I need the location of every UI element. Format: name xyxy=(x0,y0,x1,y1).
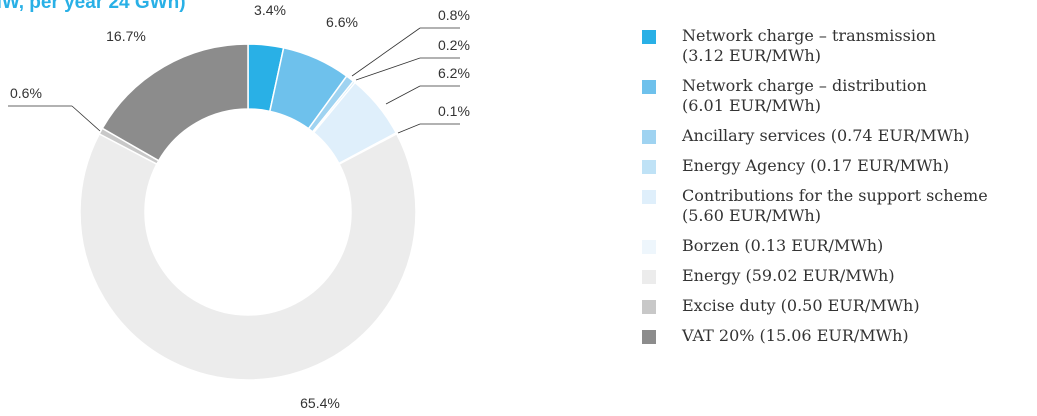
value-label: 3.4% xyxy=(254,2,286,18)
donut-segment xyxy=(79,132,417,381)
chart: MW, per year 24 GWh) 3.4% 6.6% 0.8% 0.2% 6.2… xyxy=(0,0,470,411)
legend-swatch xyxy=(642,330,656,344)
legend-swatch xyxy=(642,160,656,174)
legend-label: Borzen (0.13 EUR/MWh) xyxy=(682,236,884,255)
leader-line xyxy=(385,85,421,105)
leader-line xyxy=(351,27,421,77)
leader-line xyxy=(355,57,421,81)
value-label: 6.6% xyxy=(326,14,358,30)
chart-title: MW, per year 24 GWh) xyxy=(0,0,186,13)
value-label: 65.4% xyxy=(300,395,340,411)
legend-swatch xyxy=(642,300,656,314)
legend-label: Energy (59.02 EUR/MWh) xyxy=(682,266,895,285)
donut-segment xyxy=(101,43,249,162)
legend-item: VAT 20% (15.06 EUR/MWh) xyxy=(642,326,1037,346)
legend-item: Ancillary services (0.74 EUR/MWh) xyxy=(642,126,1037,146)
legend-item: Borzen (0.13 EUR/MWh) xyxy=(642,236,1037,256)
legend-swatch xyxy=(642,30,656,44)
legend-label: Network charge – distribution (6.01 EUR/… xyxy=(682,76,927,115)
legend-item: Network charge – transmission (3.12 EUR/… xyxy=(642,26,1037,66)
legend-label: Excise duty (0.50 EUR/MWh) xyxy=(682,296,920,315)
value-label: 6.2% xyxy=(438,65,470,81)
legend-label: VAT 20% (15.06 EUR/MWh) xyxy=(682,326,909,345)
legend-swatch xyxy=(642,80,656,94)
legend-swatch xyxy=(642,270,656,284)
legend-swatch xyxy=(642,240,656,254)
leader-line xyxy=(397,123,421,134)
value-label: 0.8% xyxy=(438,7,470,23)
legend-item: Energy (59.02 EUR/MWh) xyxy=(642,266,1037,286)
legend-item: Excise duty (0.50 EUR/MWh) xyxy=(642,296,1037,316)
legend-swatch xyxy=(642,130,656,144)
leader-line xyxy=(71,105,101,132)
legend-label: Contributions for the support scheme (5.… xyxy=(682,186,988,225)
value-label: 16.7% xyxy=(106,28,146,44)
legend-label: Network charge – transmission (3.12 EUR/… xyxy=(682,26,936,65)
legend: Network charge – transmission (3.12 EUR/… xyxy=(642,26,1037,356)
value-label: 0.1% xyxy=(438,103,470,119)
legend-item: Energy Agency (0.17 EUR/MWh) xyxy=(642,156,1037,176)
legend-label: Ancillary services (0.74 EUR/MWh) xyxy=(682,126,970,145)
legend-swatch xyxy=(642,190,656,204)
legend-item: Contributions for the support scheme (5.… xyxy=(642,186,1037,226)
legend-label: Energy Agency (0.17 EUR/MWh) xyxy=(682,156,950,175)
legend-item: Network charge – distribution (6.01 EUR/… xyxy=(642,76,1037,116)
value-label: 0.2% xyxy=(438,37,470,53)
value-label: 0.6% xyxy=(10,85,42,101)
